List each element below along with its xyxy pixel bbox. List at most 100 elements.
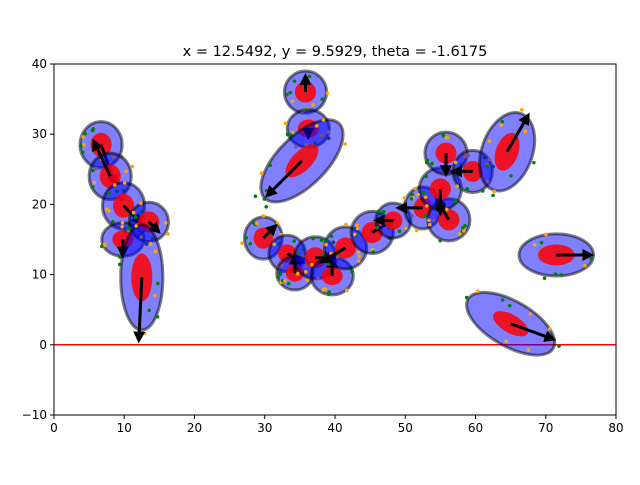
particle-sample-point bbox=[355, 226, 360, 231]
x-tick-label: 50 bbox=[398, 421, 413, 435]
particle-sample-point bbox=[427, 218, 431, 223]
particle-sample-point bbox=[539, 240, 544, 245]
particle-sample-point bbox=[262, 197, 267, 201]
particle-sample-point bbox=[278, 272, 282, 277]
particle-sample-point bbox=[427, 222, 432, 227]
particle-sample-point bbox=[356, 259, 361, 263]
particle-sample-point bbox=[410, 192, 414, 197]
particle-sample-point bbox=[276, 275, 281, 280]
x-tick-label: 60 bbox=[468, 421, 483, 435]
particle-2 bbox=[87, 138, 135, 202]
y-tick-label: −10 bbox=[22, 408, 47, 422]
particle-sample-point bbox=[292, 79, 297, 83]
particle-sample-point bbox=[283, 121, 288, 126]
particle-sample-point bbox=[480, 189, 485, 193]
particle-sample-point bbox=[421, 190, 426, 195]
particle-sample-point bbox=[460, 186, 464, 191]
particle-sample-point bbox=[352, 232, 357, 237]
particle-sample-point bbox=[148, 242, 153, 246]
particle-sample-point bbox=[307, 74, 312, 79]
particle-sample-point bbox=[325, 91, 330, 96]
particle-sample-point bbox=[457, 232, 462, 236]
particle-sample-point bbox=[553, 272, 558, 276]
particle-sample-point bbox=[99, 244, 104, 249]
particle-sample-point bbox=[112, 183, 117, 187]
particle-sample-point bbox=[106, 209, 111, 213]
particle-heading-arrow bbox=[505, 112, 530, 153]
particle-sample-point bbox=[523, 129, 528, 134]
particle-6 bbox=[117, 223, 165, 344]
particle-sample-point bbox=[414, 228, 419, 233]
particle-25 bbox=[464, 289, 561, 357]
x-tick-label: 30 bbox=[257, 421, 272, 435]
particle-sample-point bbox=[131, 210, 136, 215]
particle-heading-arrow bbox=[262, 223, 278, 240]
particle-sample-point bbox=[91, 127, 96, 131]
particle-sample-point bbox=[321, 288, 325, 292]
particle-sample-point bbox=[163, 220, 168, 225]
particle-sample-point bbox=[461, 229, 466, 233]
particle-sample-point bbox=[500, 119, 505, 124]
particle-heading-arrow bbox=[147, 220, 161, 234]
particle-sample-point bbox=[291, 130, 295, 135]
particle-sample-point bbox=[487, 139, 492, 143]
particle-sample-point bbox=[122, 181, 127, 185]
particle-sample-point bbox=[381, 209, 386, 214]
particle-sample-point bbox=[296, 271, 300, 276]
particle-sample-point bbox=[285, 92, 289, 97]
particle-sample-point bbox=[264, 205, 269, 209]
particle-sample-point bbox=[166, 232, 170, 236]
particle-sample-point bbox=[532, 160, 536, 165]
particle-sample-point bbox=[324, 242, 328, 247]
particle-sample-point bbox=[130, 164, 135, 169]
particle-heading-arrow bbox=[318, 246, 347, 264]
particle-sample-point bbox=[491, 193, 495, 198]
particle-sample-point bbox=[356, 250, 361, 254]
particle-sample-point bbox=[430, 161, 434, 166]
particle-sample-point bbox=[310, 262, 314, 267]
particle-sample-point bbox=[424, 204, 429, 208]
particle-sample-point bbox=[504, 339, 509, 344]
particle-sample-point bbox=[542, 276, 547, 281]
particle-sample-point bbox=[296, 251, 301, 256]
particle-sample-point bbox=[248, 241, 253, 246]
particle-sample-point bbox=[311, 102, 315, 107]
particle-sample-point bbox=[445, 207, 449, 212]
particle-sample-point bbox=[81, 135, 85, 139]
particle-sample-point bbox=[304, 269, 308, 274]
particle-sample-point bbox=[499, 123, 503, 127]
particle-sample-point bbox=[441, 133, 445, 138]
particle-sample-point bbox=[547, 327, 552, 331]
particle-sample-point bbox=[376, 209, 381, 214]
particle-sample-point bbox=[320, 97, 324, 101]
particle-sample-point bbox=[519, 108, 524, 112]
particle-sample-point bbox=[350, 269, 354, 274]
particle-sample-point bbox=[314, 124, 319, 128]
particle-sample-point bbox=[79, 144, 83, 148]
particle-sample-point bbox=[321, 118, 326, 122]
particle-sample-point bbox=[416, 192, 420, 197]
particle-sample-point bbox=[275, 221, 280, 226]
particle-sample-point bbox=[402, 196, 407, 200]
particle-sample-point bbox=[244, 236, 249, 240]
particle-sample-point bbox=[424, 174, 429, 179]
plot-frame bbox=[53, 63, 617, 416]
particle-sample-point bbox=[153, 249, 158, 254]
particle-sample-point bbox=[453, 199, 458, 203]
particle-sample-point bbox=[461, 225, 465, 230]
particle-sample-point bbox=[321, 253, 326, 257]
particle-sample-point bbox=[110, 219, 115, 224]
particle-sample-point bbox=[91, 168, 95, 173]
particle-sample-point bbox=[528, 312, 533, 316]
particle-sample-point bbox=[355, 223, 359, 228]
particle-heading-arrow bbox=[133, 277, 146, 344]
particle-sample-point bbox=[589, 256, 593, 261]
particle-sample-point bbox=[290, 99, 295, 103]
y-tick-label: 10 bbox=[32, 268, 47, 282]
particle-sample-point bbox=[445, 135, 450, 140]
particle-24 bbox=[517, 232, 596, 281]
particle-sample-point bbox=[240, 241, 244, 245]
particle-sample-point bbox=[343, 142, 347, 146]
x-tick-label: 40 bbox=[327, 421, 342, 435]
